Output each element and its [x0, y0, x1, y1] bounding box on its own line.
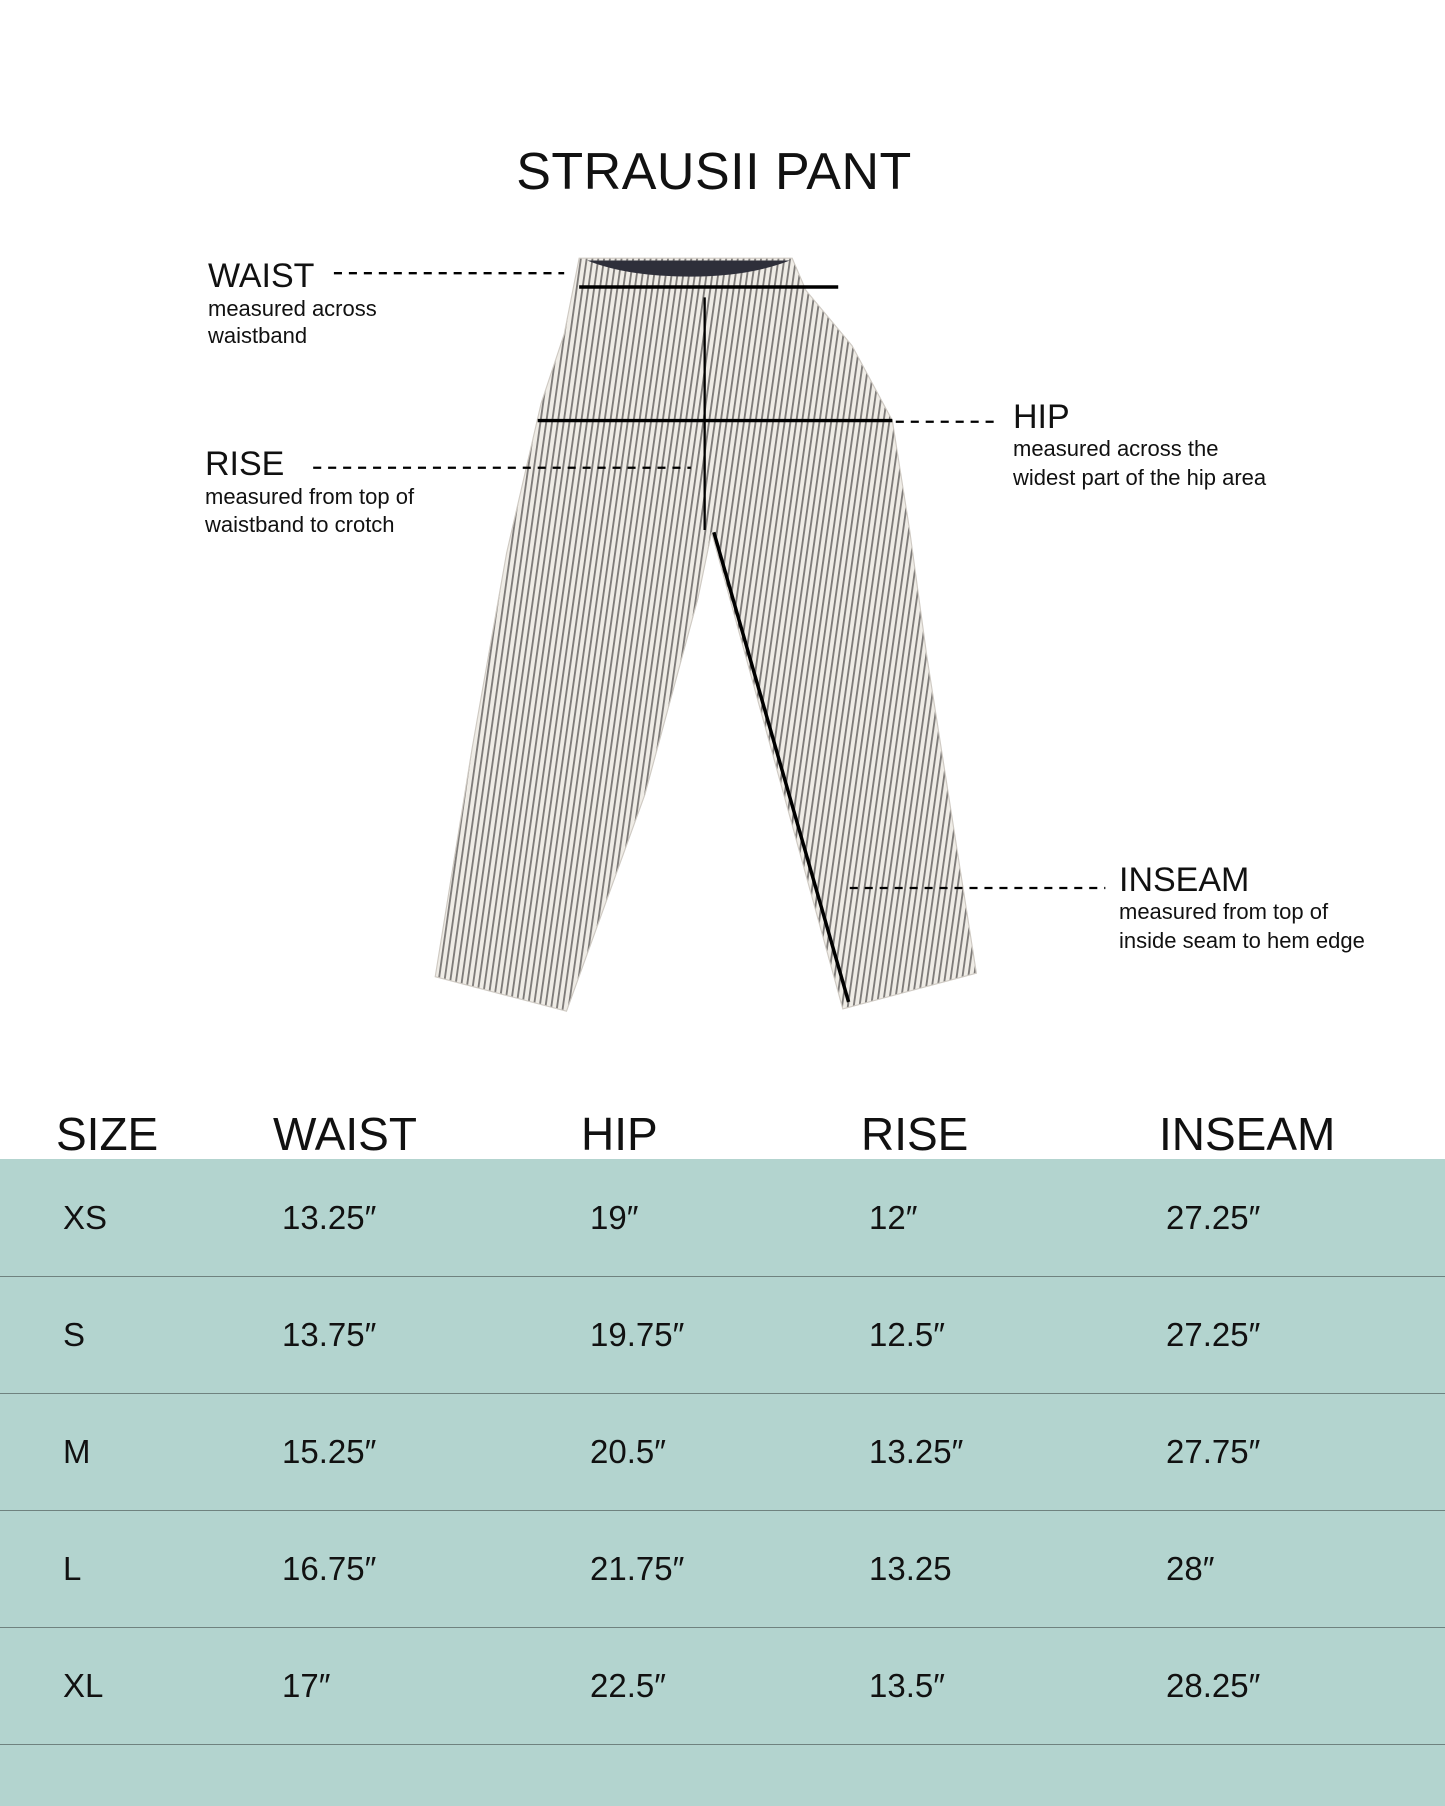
cell-waist: 13.75″: [282, 1315, 377, 1353]
pants-shape: [434, 257, 978, 1012]
waistband-inner: [587, 260, 790, 277]
hip-desc-2: widest part of the hip area: [1013, 465, 1267, 490]
table-row: S 13.75″ 19.75″ 12.5″ 27.25″: [0, 1276, 1445, 1394]
cell-waist: 17″: [282, 1666, 331, 1704]
table-row: L 16.75″ 21.75″ 13.25 28″: [0, 1510, 1445, 1628]
cell-size: XS: [63, 1198, 108, 1236]
cell-inseam: 28″: [1166, 1549, 1215, 1587]
header-waist: WAIST: [273, 1108, 417, 1160]
header-inseam: INSEAM: [1159, 1108, 1336, 1160]
cell-size: XL: [63, 1666, 104, 1704]
rise-desc-2: waistband to crotch: [205, 512, 395, 537]
table-row: XL 17″ 22.5″ 13.5″ 28.25″: [0, 1627, 1445, 1745]
hip-label: HIP: [1013, 398, 1070, 436]
rise-label: RISE: [205, 445, 285, 483]
inseam-label: INSEAM: [1119, 861, 1250, 899]
cell-hip: 19.75″: [590, 1315, 685, 1353]
cell-hip: 21.75″: [590, 1549, 685, 1587]
cell-hip: 19″: [590, 1198, 639, 1236]
cell-inseam: 27.25″: [1166, 1315, 1261, 1353]
waist-desc-2: waistband: [208, 323, 308, 348]
cell-inseam: 27.25″: [1166, 1198, 1261, 1236]
cell-rise: 12″: [869, 1198, 918, 1236]
cell-rise: 12.5″: [869, 1315, 945, 1353]
cell-hip: 20.5″: [590, 1432, 666, 1470]
table-body: XS 13.25″ 19″ 12″ 27.25″ S 13.75″ 19.75″…: [0, 1159, 1445, 1806]
measure-lines: [537, 285, 893, 1003]
cell-rise: 13.5″: [869, 1666, 945, 1704]
waist-label: WAIST: [208, 257, 315, 295]
hip-desc-1: measured across the: [1013, 436, 1219, 461]
cell-rise: 13.25″: [869, 1432, 964, 1470]
cell-rise: 13.25: [869, 1549, 952, 1587]
cell-waist: 16.75″: [282, 1549, 377, 1587]
rise-desc-1: measured from top of: [205, 484, 415, 509]
header-hip: HIP: [581, 1108, 658, 1160]
leader-lines: [313, 272, 1106, 890]
cell-size: M: [63, 1432, 91, 1470]
header-size: SIZE: [56, 1108, 159, 1160]
cell-inseam: 28.25″: [1166, 1666, 1261, 1704]
page-title: STRAUSII PANT: [516, 143, 912, 201]
table-row: XS 13.25″ 19″ 12″ 27.25″: [0, 1159, 1445, 1277]
cell-size: L: [63, 1549, 82, 1587]
header-rise: RISE: [861, 1108, 969, 1160]
inseam-desc-2: inside seam to hem edge: [1119, 928, 1365, 953]
cell-waist: 15.25″: [282, 1432, 377, 1470]
cell-waist: 13.25″: [282, 1198, 377, 1236]
cell-inseam: 27.75″: [1166, 1432, 1261, 1470]
cell-hip: 22.5″: [590, 1666, 666, 1704]
waist-desc-1: measured across: [208, 296, 377, 321]
cell-size: S: [63, 1315, 86, 1353]
table-row: M 15.25″ 20.5″ 13.25″ 27.75″: [0, 1393, 1445, 1511]
inseam-desc-1: measured from top of: [1119, 899, 1329, 924]
